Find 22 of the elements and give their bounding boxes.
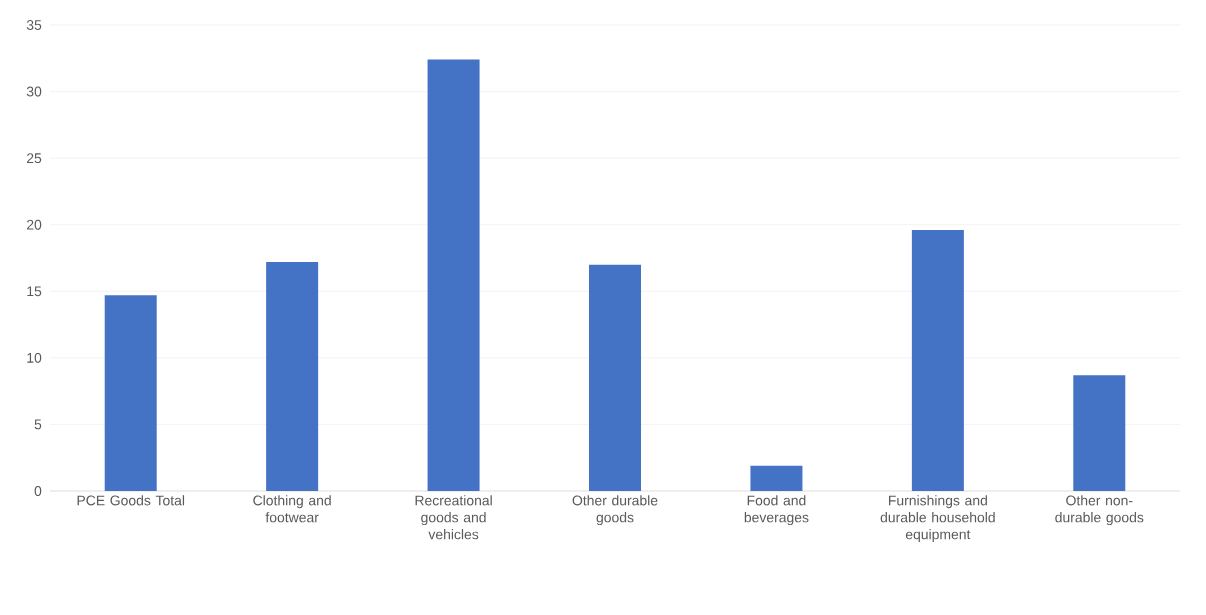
y-tick-label: 35 — [26, 20, 42, 30]
x-tick-label: Other durable goods — [572, 495, 658, 526]
y-tick-label: 0 — [34, 486, 42, 496]
bar — [750, 465, 803, 491]
y-tick-label: 5 — [34, 419, 42, 430]
bar — [104, 295, 157, 491]
x-tick-label: PCE Goods Total — [77, 495, 185, 506]
y-tick-label: 30 — [26, 86, 42, 97]
bar — [589, 264, 641, 491]
bar — [427, 59, 480, 491]
bar — [266, 261, 319, 491]
x-tick-label: Food and beverages — [744, 495, 809, 526]
y-tick-label: 20 — [27, 219, 42, 230]
y-tick-label: 15 — [27, 286, 42, 297]
bar — [1073, 375, 1126, 491]
bar — [911, 230, 964, 491]
y-tick-label: 10 — [27, 352, 42, 363]
x-tick-label: Clothing and footwear — [253, 495, 331, 523]
x-tick-label: Recreational goods and vehicles — [415, 495, 492, 540]
x-tick-label: Other non-durable goods — [1055, 495, 1144, 526]
x-tick-label: Furnishings and durable household equipment — [880, 495, 995, 543]
y-tick-label: 25 — [27, 153, 42, 164]
